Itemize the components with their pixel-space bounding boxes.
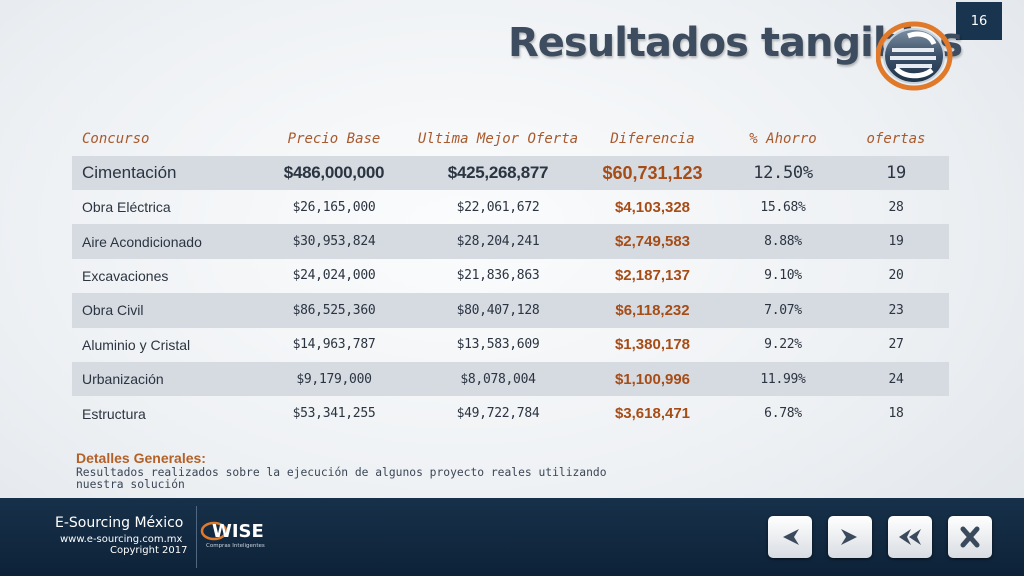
ahorro-cell: 9.10% bbox=[764, 268, 802, 284]
precio-base-cell: $24,024,000 bbox=[292, 268, 376, 284]
ahorro-cell: 8.88% bbox=[723, 224, 843, 259]
diferencia-cell: $3,618,471 bbox=[614, 405, 691, 423]
concurso-cell: Cimentación bbox=[72, 156, 254, 190]
diferencia-cell: $6,118,232 bbox=[582, 293, 723, 328]
table-row: Obra Eléctrica $26,165,000 $22,061,672 $… bbox=[72, 190, 949, 224]
table-row: Estructura $53,341,255 $49,722,784 $3,61… bbox=[72, 396, 949, 430]
column-header-concurso: Concurso bbox=[82, 131, 150, 147]
table-row: Cimentación $486,000,000 $425,268,877 $6… bbox=[72, 156, 949, 190]
ultima-oferta-cell: $13,583,609 bbox=[456, 337, 540, 353]
ahorro-cell: 7.07% bbox=[723, 293, 843, 328]
wise-logo-icon: WISE Compras Inteligentes bbox=[200, 521, 265, 549]
precio-base-cell: $486,000,000 bbox=[254, 156, 414, 190]
ultima-oferta-cell: $8,078,004 bbox=[414, 361, 582, 397]
slide-number: 16 bbox=[956, 2, 1002, 40]
diferencia-cell: $60,731,123 bbox=[582, 156, 723, 190]
table-row: Obra Civil $86,525,360 $80,407,128 $6,11… bbox=[72, 293, 949, 328]
diferencia-cell: $1,380,178 bbox=[614, 336, 691, 354]
previous-button[interactable] bbox=[768, 516, 812, 558]
column-header-ahorro: % Ahorro bbox=[749, 131, 817, 147]
column-header-ultima-mejor-oferta: Ultima Mejor Oferta bbox=[417, 131, 579, 147]
ofertas-cell: 23 bbox=[843, 293, 949, 328]
ofertas-cell: 20 bbox=[888, 268, 904, 284]
concurso-cell: Excavaciones bbox=[82, 267, 169, 284]
website-link[interactable]: www.e-sourcing.com.mx bbox=[60, 534, 183, 545]
ofertas-cell: 18 bbox=[888, 406, 904, 422]
ultima-oferta-cell: $28,204,241 bbox=[414, 224, 582, 259]
table-row: Excavaciones $24,024,000 $21,836,863 $2,… bbox=[72, 259, 949, 293]
concurso-cell: Obra Civil bbox=[72, 293, 254, 328]
results-table-container: Concurso Precio Base Ultima Mejor Oferta… bbox=[72, 122, 949, 431]
results-table: Concurso Precio Base Ultima Mejor Oferta… bbox=[72, 122, 949, 431]
ahorro-cell: 6.78% bbox=[764, 406, 802, 422]
details-body: Resultados realizados sobre la ejecución… bbox=[76, 466, 607, 491]
ultima-oferta-cell: $49,722,784 bbox=[456, 406, 540, 422]
ofertas-cell: 27 bbox=[888, 337, 904, 353]
diferencia-cell: $2,187,137 bbox=[614, 267, 691, 285]
chevron-right-icon bbox=[841, 529, 857, 545]
concurso-cell: Obra Eléctrica bbox=[82, 199, 171, 216]
ultima-oferta-cell: $425,268,877 bbox=[414, 156, 582, 190]
ahorro-cell: 11.99% bbox=[723, 361, 843, 397]
close-icon bbox=[960, 526, 980, 548]
precio-base-cell: $30,953,824 bbox=[254, 224, 414, 259]
wise-logo-text: WISE bbox=[212, 521, 264, 542]
ahorro-cell: 15.68% bbox=[760, 199, 806, 215]
concurso-cell: Urbanización bbox=[72, 361, 254, 397]
copyright-text: Copyright 2017 bbox=[110, 545, 188, 556]
company-name: E-Sourcing México bbox=[55, 515, 184, 531]
diferencia-cell: $2,749,583 bbox=[582, 224, 723, 259]
diferencia-cell: $4,103,328 bbox=[614, 198, 691, 216]
table-row: Aluminio y Cristal $14,963,787 $13,583,6… bbox=[72, 328, 949, 362]
chevron-left-icon bbox=[783, 529, 799, 545]
precio-base-cell: $26,165,000 bbox=[292, 199, 376, 215]
footer-divider bbox=[196, 506, 197, 568]
concurso-cell: Estructura bbox=[82, 405, 146, 422]
precio-base-cell: $9,179,000 bbox=[254, 361, 414, 397]
ultima-oferta-cell: $80,407,128 bbox=[414, 293, 582, 328]
column-header-diferencia: Diferencia bbox=[610, 131, 695, 147]
ofertas-cell: 19 bbox=[843, 156, 949, 190]
table-row: Urbanización $9,179,000 $8,078,004 $1,10… bbox=[72, 361, 949, 397]
close-button[interactable] bbox=[948, 516, 992, 558]
column-header-ofertas: ofertas bbox=[866, 131, 926, 147]
ultima-oferta-cell: $21,836,863 bbox=[456, 268, 540, 284]
concurso-cell: Aluminio y Cristal bbox=[82, 336, 191, 353]
ultima-oferta-cell: $22,061,672 bbox=[456, 199, 540, 215]
column-header-precio-base: Precio Base bbox=[287, 131, 381, 147]
ofertas-cell: 24 bbox=[843, 361, 949, 397]
next-button[interactable] bbox=[828, 516, 872, 558]
ahorro-cell: 12.50% bbox=[723, 156, 843, 190]
table-header-row: Concurso Precio Base Ultima Mejor Oferta… bbox=[72, 122, 949, 156]
wise-tagline: Compras Inteligentes bbox=[206, 543, 265, 549]
ofertas-cell: 19 bbox=[843, 224, 949, 259]
precio-base-cell: $14,963,787 bbox=[292, 337, 376, 353]
precio-base-cell: $53,341,255 bbox=[292, 406, 376, 422]
details-heading: Detalles Generales: bbox=[76, 450, 206, 466]
double-chevron-left-icon bbox=[899, 529, 921, 545]
e-sourcing-logo-icon bbox=[876, 21, 953, 91]
footer-bar: E-Sourcing México www.e-sourcing.com.mx … bbox=[0, 498, 1024, 576]
table-row: Aire Acondicionado $30,953,824 $28,204,2… bbox=[72, 224, 949, 259]
ofertas-cell: 28 bbox=[888, 199, 904, 215]
precio-base-cell: $86,525,360 bbox=[254, 293, 414, 328]
ahorro-cell: 9.22% bbox=[764, 337, 802, 353]
first-slide-button[interactable] bbox=[888, 516, 932, 558]
diferencia-cell: $1,100,996 bbox=[582, 361, 723, 397]
concurso-cell: Aire Acondicionado bbox=[72, 224, 254, 259]
